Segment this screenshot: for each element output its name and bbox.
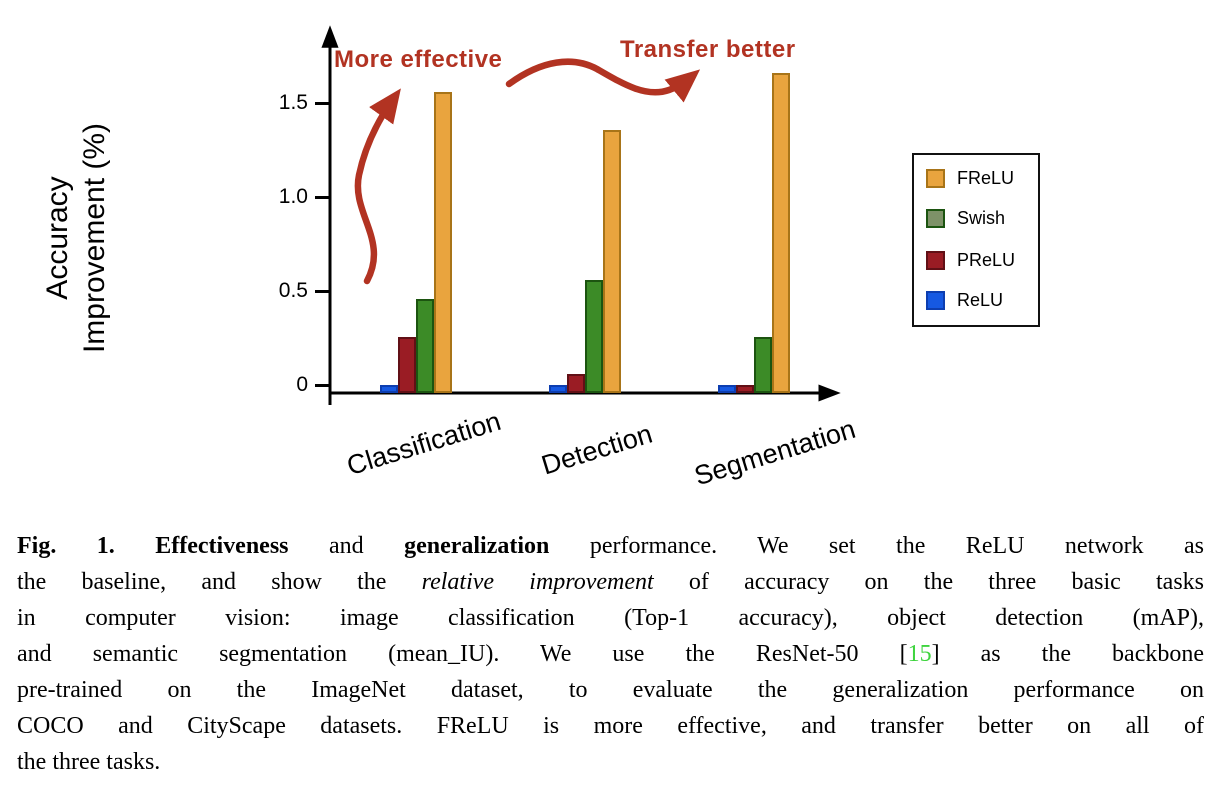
y-tick-label: 1.5 [278, 91, 308, 114]
caption-line: the three tasks. [17, 744, 1204, 780]
legend-label-frelu: FReLU [957, 168, 1015, 188]
caption-line: pre-trained on the ImageNet dataset, to … [17, 672, 1204, 708]
y-tick-mark [315, 101, 330, 105]
bar-frelu-segmentation [772, 73, 790, 393]
caption-text: and semantic segmentation (mean_IU). We … [17, 641, 908, 667]
y-axis-title: Accuracy Improvement (%) [39, 123, 113, 353]
caption-text: of accuracy on the three basic tasks [653, 569, 1204, 595]
bar-prelu-classification [398, 336, 416, 393]
legend-swatch-frelu [926, 169, 945, 188]
caption-text: in computer vision: image classification… [17, 605, 1204, 631]
more-effective-arrow [354, 88, 401, 285]
annotation-transfer-better: Transfer better [620, 36, 796, 63]
bar-relu-detection [549, 385, 567, 393]
bar-swish-detection [585, 280, 603, 393]
legend-label-swish: Swish [957, 208, 1006, 228]
caption-text: ] as the backbone [931, 641, 1204, 667]
axes-and-arrows [321, 25, 841, 405]
annotation-more-effective: More effective [334, 46, 503, 73]
transfer-better-arrow [505, 58, 701, 103]
caption-text: Fig. 1. Effectiveness [17, 533, 289, 559]
caption-text: relative improvement [421, 569, 654, 595]
caption-line: in computer vision: image classification… [17, 600, 1204, 636]
figure-caption: Fig. 1. Effectiveness and generalization… [17, 528, 1204, 780]
caption-text: performance. We set the ReLU network as [549, 533, 1204, 559]
bar-frelu-classification [434, 92, 452, 393]
bar-chart: Accuracy Improvement (%) 0 0.5 1.0 1.5 Clas… [39, 25, 1040, 491]
caption-text: generalization [404, 533, 550, 559]
legend-swatch-prelu [926, 251, 945, 270]
bar-frelu-detection [603, 129, 621, 393]
caption-line: and semantic segmentation (mean_IU). We … [17, 636, 1204, 672]
citation-link-15[interactable]: 15 [907, 641, 932, 667]
caption-text: the three tasks. [17, 749, 161, 775]
bar-relu-classification [380, 385, 398, 393]
y-tick-mark [315, 383, 330, 387]
y-tick-label: 0.5 [278, 279, 308, 302]
y-axis-title-line2: Improvement (%) [78, 122, 111, 354]
caption-line: Fig. 1. Effectiveness and generalization… [17, 528, 1204, 564]
y-tick-label: 0 [296, 373, 308, 396]
y-tick-mark [315, 195, 330, 199]
caption-text: COCO and CityScape datasets. FReLU is mo… [17, 713, 1204, 739]
caption-text: the baseline, and show the [17, 569, 422, 595]
caption-text: and [288, 533, 405, 559]
y-axis-title-line1: Accuracy [41, 176, 74, 300]
y-tick-label: 1.0 [278, 185, 308, 208]
caption-line: COCO and CityScape datasets. FReLU is mo… [17, 708, 1204, 744]
bar-prelu-detection [567, 374, 585, 393]
y-tick-mark [315, 289, 330, 293]
bar-swish-classification [416, 299, 434, 393]
caption-line: the baseline, and show the relative impr… [17, 564, 1204, 600]
legend-label-relu: ReLU [957, 290, 1004, 310]
bar-relu-segmentation [718, 385, 736, 393]
legend-label-prelu: PReLU [957, 250, 1016, 270]
legend-swatch-swish [926, 209, 945, 228]
legend-box: FReLU Swish PReLU ReLU [912, 153, 1040, 327]
bar-prelu-segmentation [736, 385, 754, 393]
legend-swatch-relu [926, 291, 945, 310]
bar-swish-segmentation [754, 336, 772, 393]
caption-text: pre-trained on the ImageNet dataset, to … [17, 677, 1204, 703]
